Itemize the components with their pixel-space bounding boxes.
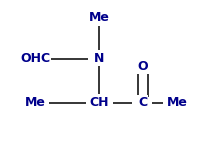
Text: O: O bbox=[137, 60, 147, 73]
Text: CH: CH bbox=[89, 96, 109, 109]
Text: Me: Me bbox=[166, 96, 186, 109]
Text: C: C bbox=[137, 96, 147, 109]
Text: OHC: OHC bbox=[20, 52, 50, 65]
Text: Me: Me bbox=[25, 96, 45, 109]
Text: N: N bbox=[94, 52, 104, 65]
Text: Me: Me bbox=[89, 11, 109, 24]
